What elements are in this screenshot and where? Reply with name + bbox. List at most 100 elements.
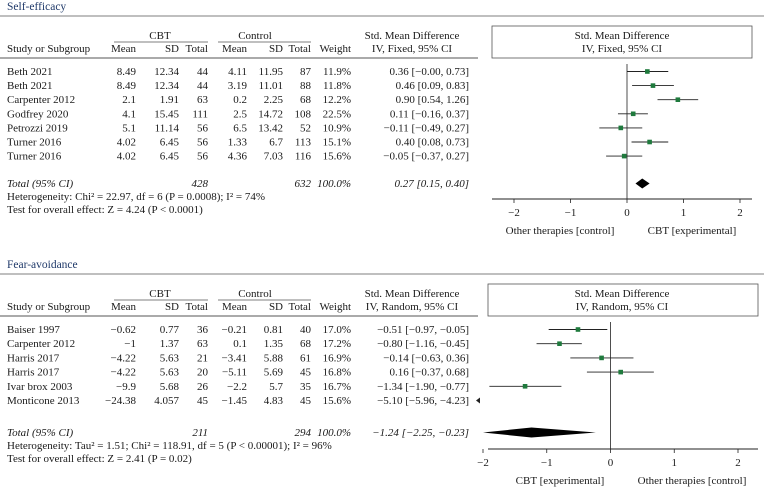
fa-control-mean: 0.1	[233, 338, 247, 350]
fa-x-tick-label: 2	[735, 457, 741, 469]
se-control-total: 108	[295, 108, 312, 120]
fa-point-estimate	[575, 327, 581, 332]
se-overall-effect: Test for overall effect: Z = 4.24 (P < 0…	[7, 204, 203, 216]
se-x-tick-label: 2	[737, 207, 743, 219]
fa-header-plot: Std. Mean Difference	[575, 288, 670, 300]
se-total-control-n: 632	[295, 178, 312, 190]
se-cbt-sd: 12.34	[154, 80, 179, 92]
fa-control-sd: 4.83	[264, 395, 284, 407]
fa-cbt-total: 21	[197, 352, 208, 364]
se-cbt-mean: 8.49	[117, 66, 137, 78]
fa-weight: 15.6%	[323, 395, 351, 407]
se-plot-method: IV, Fixed, 95% CI	[582, 43, 662, 55]
se-effect-ci: 0.40 [0.08, 0.73]	[396, 137, 469, 149]
se-header-control: Control	[238, 30, 272, 42]
fa-effect-ci: −5.10 [−5.96, −4.23]	[377, 395, 469, 407]
se-weight: 15.6%	[323, 151, 351, 163]
se-total-weight: 100.0%	[317, 178, 351, 190]
se-favours-left: Other therapies [control]	[506, 225, 615, 237]
fa-control-mean: −2.2	[227, 381, 247, 393]
se-cbt-mean: 4.02	[117, 151, 136, 163]
fa-control-mean: −3.41	[222, 352, 247, 364]
se-point-estimate	[647, 139, 652, 145]
fa-study-name: Ivar brox 2003	[7, 381, 73, 393]
se-cbt-total: 111	[192, 108, 208, 120]
fa-weight: 17.0%	[323, 324, 351, 336]
se-cbt-total: 44	[197, 66, 209, 78]
se-study-name: Beth 2021	[7, 66, 53, 78]
fa-x-tick-label: 1	[672, 457, 678, 469]
se-weight: 12.2%	[323, 94, 351, 106]
fa-control-total: 45	[300, 367, 312, 379]
se-point-estimate	[630, 111, 636, 117]
se-weight: 11.9%	[323, 66, 351, 78]
se-x-tick-label: −1	[565, 207, 577, 219]
se-point-estimate	[650, 83, 656, 88]
fa-total-ci: −1.24 [−2.25, −0.23]	[372, 427, 469, 439]
fa-control-sd: 1.35	[264, 338, 284, 350]
se-effect-ci: 0.46 [0.09, 0.83]	[396, 80, 469, 92]
fa-section-title: Fear-avoidance	[7, 259, 78, 271]
se-col-header-3: Total	[186, 43, 208, 55]
se-cbt-mean: 5.1	[122, 122, 136, 134]
fa-cbt-total: 63	[197, 338, 209, 350]
fa-weight: 17.2%	[323, 338, 351, 350]
fa-effect-ci: 0.16 [−0.37, 0.68]	[389, 367, 469, 379]
fa-col-header-8: IV, Random, 95% CI	[366, 301, 459, 313]
fa-control-total: 40	[300, 324, 312, 336]
se-cbt-total: 56	[197, 137, 209, 149]
fa-point-estimate	[557, 341, 562, 346]
fa-control-sd: 0.81	[264, 324, 283, 336]
se-weight: 11.8%	[323, 80, 351, 92]
fa-point-estimate	[522, 384, 528, 389]
se-col-header-8: IV, Fixed, 95% CI	[372, 43, 452, 55]
fa-cbt-mean: −24.38	[105, 395, 136, 407]
fa-col-header-2: SD	[165, 301, 179, 313]
se-header-cbt: CBT	[149, 30, 171, 42]
se-summary-diamond	[635, 178, 650, 189]
se-favours-right: CBT [experimental]	[648, 225, 737, 237]
fa-total-weight: 100.0%	[317, 427, 351, 439]
se-control-total: 52	[300, 122, 311, 134]
se-control-total: 113	[295, 137, 312, 149]
fa-control-total: 35	[300, 381, 312, 393]
se-effect-ci: 0.11 [−0.16, 0.37]	[390, 108, 469, 120]
fa-control-sd: 5.69	[264, 367, 284, 379]
se-point-estimate	[645, 69, 650, 74]
se-control-sd: 2.25	[264, 94, 284, 106]
se-heterogeneity: Heterogeneity: Chi² = 22.97, df = 6 (P =…	[7, 191, 265, 203]
fa-header-cbt: CBT	[149, 288, 171, 300]
fa-header-effect: Std. Mean Difference	[365, 288, 460, 300]
fa-effect-ci: −0.51 [−0.97, −0.05]	[377, 324, 469, 336]
se-effect-ci: 0.36 [−0.00, 0.73]	[389, 66, 469, 78]
se-study-name: Beth 2021	[7, 80, 53, 92]
fa-effect-ci: −1.34 [−1.90, −0.77]	[377, 381, 469, 393]
se-point-estimate	[675, 97, 681, 102]
fa-cbt-sd: 5.63	[160, 367, 180, 379]
se-x-tick-label: 0	[624, 207, 630, 219]
se-cbt-mean: 2.1	[122, 94, 136, 106]
fa-plot-header-box	[487, 283, 759, 317]
fa-study-name: Harris 2017	[7, 367, 60, 379]
se-control-mean: 1.33	[228, 137, 248, 149]
se-cbt-sd: 6.45	[160, 137, 180, 149]
se-weight: 15.1%	[323, 137, 351, 149]
fa-favours-left: CBT [experimental]	[516, 475, 605, 487]
se-section-title: Self-efficacy	[7, 1, 66, 13]
se-total-label: Total (95% CI)	[7, 178, 74, 190]
fa-x-tick-label: −2	[477, 457, 489, 469]
se-total-cbt-n: 428	[192, 178, 209, 190]
fa-col-header-0: Study or Subgroup	[7, 301, 91, 313]
se-x-tick-label: 1	[681, 207, 687, 219]
fa-header-control: Control	[238, 288, 272, 300]
fa-study-name: Carpenter 2012	[7, 338, 75, 350]
se-cbt-total: 63	[197, 94, 209, 106]
se-x-tick-label: −2	[508, 207, 520, 219]
se-control-sd: 13.42	[258, 122, 283, 134]
fa-overall-effect: Test for overall effect: Z = 2.41 (P = 0…	[7, 453, 192, 465]
se-col-header-6: Total	[289, 43, 311, 55]
fa-col-header-5: SD	[269, 301, 283, 313]
fa-control-sd: 5.88	[264, 352, 284, 364]
fa-study-name: Baiser 1997	[7, 324, 60, 336]
se-effect-ci: 0.90 [0.54, 1.26]	[396, 94, 469, 106]
